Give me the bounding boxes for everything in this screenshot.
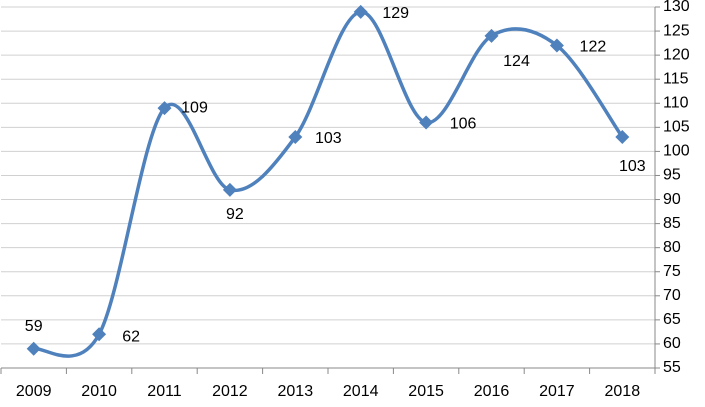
y-tick-label: 130: [663, 0, 690, 15]
marker: [157, 101, 172, 116]
y-tick-label: 80: [663, 239, 681, 256]
x-tick-label: 2017: [539, 383, 575, 400]
y-tick-label: 75: [663, 263, 681, 280]
data-label: 103: [315, 130, 342, 147]
data-label: 103: [619, 158, 646, 175]
y-tick-label: 105: [663, 119, 690, 136]
x-tick-label: 2009: [16, 383, 52, 400]
data-label: 59: [25, 318, 43, 335]
marker: [288, 129, 303, 144]
y-tick-label: 70: [663, 287, 681, 304]
x-tick-label: 2010: [81, 383, 117, 400]
marker: [353, 4, 368, 19]
y-tick-label: 90: [663, 191, 681, 208]
x-tick-label: 2013: [278, 383, 314, 400]
data-label: 62: [122, 329, 140, 346]
y-tick-label: 60: [663, 335, 681, 352]
marker: [222, 182, 237, 197]
y-tick-label: 125: [663, 22, 690, 39]
x-tick-label: 2018: [605, 383, 641, 400]
data-label: 124: [503, 53, 530, 70]
marker: [26, 341, 41, 356]
data-label: 109: [181, 99, 208, 116]
marker: [484, 28, 499, 43]
x-tick-label: 2016: [474, 383, 510, 400]
data-label: 92: [226, 206, 244, 223]
data-label: 122: [580, 39, 607, 56]
y-tick-label: 115: [663, 70, 689, 87]
line: [33, 10, 624, 358]
x-tick-label: 2014: [343, 383, 379, 400]
x-tick-label: 2011: [147, 383, 182, 400]
y-tick-label: 120: [663, 46, 690, 63]
marker: [419, 115, 434, 130]
marker: [549, 38, 564, 53]
x-tick-label: 2015: [408, 383, 444, 400]
y-tick-label: 85: [663, 215, 681, 232]
y-tick-label: 110: [663, 94, 689, 111]
marker: [92, 327, 107, 342]
y-tick-label: 55: [663, 359, 681, 376]
marker: [615, 129, 630, 144]
y-tick-label: 95: [663, 167, 681, 184]
y-tick-label: 100: [663, 143, 690, 160]
data-label: 129: [382, 5, 409, 22]
data-label: 106: [450, 116, 477, 133]
y-tick-label: 65: [663, 311, 681, 328]
x-tick-label: 2012: [212, 383, 248, 400]
